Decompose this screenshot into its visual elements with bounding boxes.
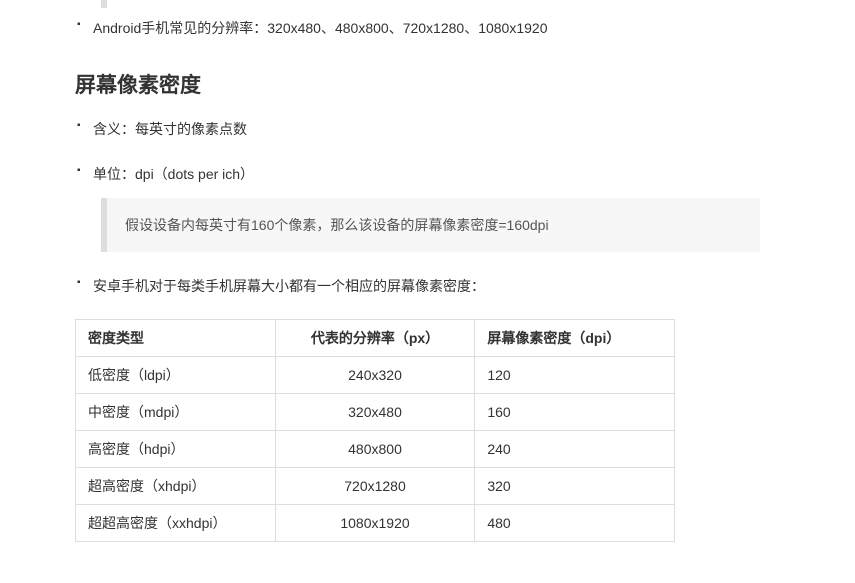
cell-resolution: 480x800 (275, 431, 475, 468)
bullet-mapping: 安卓手机对于每类手机屏幕大小都有一个相应的屏幕像素密度： (75, 274, 760, 299)
table-row: 高密度（hdpi） 480x800 240 (76, 431, 675, 468)
detail-list: 含义：每英寸的像素点数 单位：dpi（dots per ich） (75, 117, 760, 187)
density-table-head: 密度类型 代表的分辨率（px） 屏幕像素密度（dpi） (76, 320, 675, 357)
cell-resolution: 320x480 (275, 394, 475, 431)
density-table-col-type: 密度类型 (76, 320, 276, 357)
bullet-unit-text: 单位：dpi（dots per ich） (93, 166, 254, 182)
document-body: Android手机常见的分辨率：320x480、480x800、720x1280… (0, 0, 760, 562)
cell-dpi: 120 (475, 357, 675, 394)
density-table-header-row: 密度类型 代表的分辨率（px） 屏幕像素密度（dpi） (76, 320, 675, 357)
density-table-col-resolution: 代表的分辨率（px） (275, 320, 475, 357)
density-table-col-dpi: 屏幕像素密度（dpi） (475, 320, 675, 357)
intro-list: Android手机常见的分辨率：320x480、480x800、720x1280… (75, 16, 760, 41)
density-table: 密度类型 代表的分辨率（px） 屏幕像素密度（dpi） 低密度（ldpi） 24… (75, 319, 675, 542)
bullet-unit: 单位：dpi（dots per ich） (75, 162, 760, 187)
cell-dpi: 480 (475, 505, 675, 542)
table-row: 超超高密度（xxhdpi） 1080x1920 480 (76, 505, 675, 542)
cell-dpi: 320 (475, 468, 675, 505)
cell-resolution: 1080x1920 (275, 505, 475, 542)
note-text: 假设设备内每英寸有160个像素，那么该设备的屏幕像素密度=160dpi (125, 217, 549, 233)
cell-resolution: 240x320 (275, 357, 475, 394)
table-row: 超高密度（xhdpi） 720x1280 320 (76, 468, 675, 505)
table-row: 低密度（ldpi） 240x320 120 (76, 357, 675, 394)
intro-bullet-resolutions: Android手机常见的分辨率：320x480、480x800、720x1280… (75, 16, 760, 41)
previous-blockquote-stub (101, 0, 760, 8)
cell-dpi: 160 (475, 394, 675, 431)
cell-type: 中密度（mdpi） (76, 394, 276, 431)
cell-dpi: 240 (475, 431, 675, 468)
density-table-body: 低密度（ldpi） 240x320 120 中密度（mdpi） 320x480 … (76, 357, 675, 542)
section-heading: 屏幕像素密度 (75, 69, 760, 99)
bullet-meaning: 含义：每英寸的像素点数 (75, 117, 760, 142)
mapping-list: 安卓手机对于每类手机屏幕大小都有一个相应的屏幕像素密度： (75, 274, 760, 299)
cell-type: 超高密度（xhdpi） (76, 468, 276, 505)
cell-type: 高密度（hdpi） (76, 431, 276, 468)
table-row: 中密度（mdpi） 320x480 160 (76, 394, 675, 431)
cell-type: 低密度（ldpi） (76, 357, 276, 394)
cell-resolution: 720x1280 (275, 468, 475, 505)
bullet-meaning-text: 含义：每英寸的像素点数 (93, 121, 247, 137)
note-blockquote: 假设设备内每英寸有160个像素，那么该设备的屏幕像素密度=160dpi (101, 198, 760, 252)
intro-bullet-text: Android手机常见的分辨率：320x480、480x800、720x1280… (93, 20, 547, 36)
bullet-mapping-text: 安卓手机对于每类手机屏幕大小都有一个相应的屏幕像素密度： (93, 278, 485, 294)
section-heading-text: 屏幕像素密度 (75, 74, 201, 97)
cell-type: 超超高密度（xxhdpi） (76, 505, 276, 542)
